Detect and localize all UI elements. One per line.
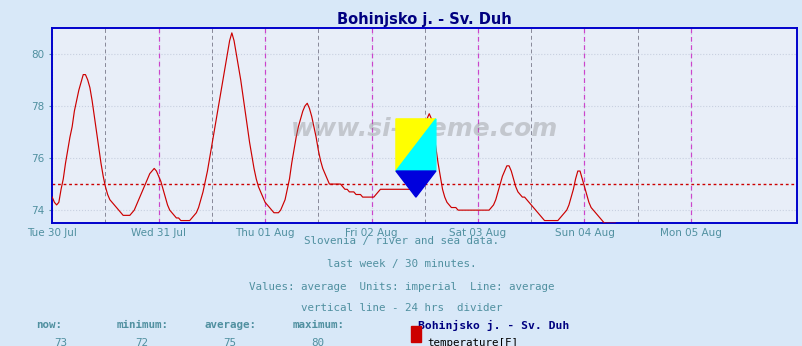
Text: Bohinjsko j. - Sv. Duh: Bohinjsko j. - Sv. Duh <box>417 320 568 331</box>
Text: minimum:: minimum: <box>116 320 168 330</box>
Text: 75: 75 <box>223 338 236 346</box>
Polygon shape <box>395 171 435 197</box>
Text: temperature[F]: temperature[F] <box>427 338 517 346</box>
Text: vertical line - 24 hrs  divider: vertical line - 24 hrs divider <box>301 303 501 313</box>
Text: 73: 73 <box>55 338 67 346</box>
Polygon shape <box>395 119 435 171</box>
Polygon shape <box>395 119 435 171</box>
Text: 80: 80 <box>311 338 324 346</box>
Text: Values: average  Units: imperial  Line: average: Values: average Units: imperial Line: av… <box>249 282 553 292</box>
Text: average:: average: <box>205 320 257 330</box>
Text: maximum:: maximum: <box>293 320 345 330</box>
Text: Slovenia / river and sea data.: Slovenia / river and sea data. <box>304 236 498 246</box>
Text: last week / 30 minutes.: last week / 30 minutes. <box>326 259 476 269</box>
Bar <box>411 326 420 343</box>
Text: www.si-vreme.com: www.si-vreme.com <box>291 117 557 141</box>
Text: now:: now: <box>36 320 62 330</box>
Text: 72: 72 <box>135 338 148 346</box>
Title: Bohinjsko j. - Sv. Duh: Bohinjsko j. - Sv. Duh <box>337 11 512 27</box>
